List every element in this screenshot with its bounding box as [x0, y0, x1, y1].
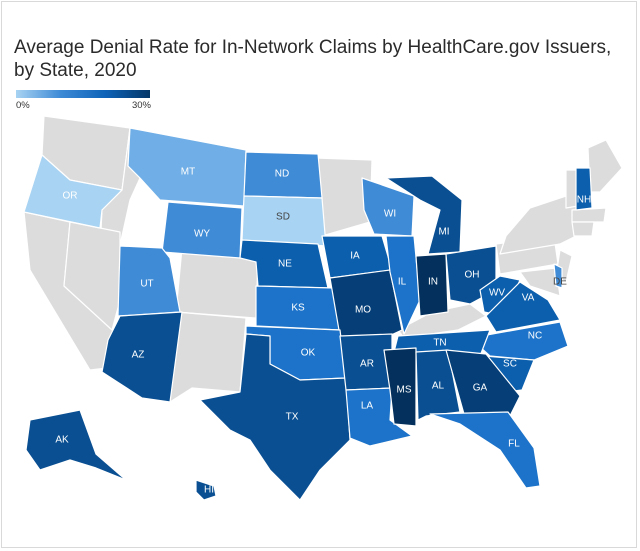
label-TN: TN — [433, 338, 446, 349]
label-HI: HI — [204, 485, 214, 496]
state-UT[interactable] — [117, 245, 181, 317]
label-AL: AL — [432, 381, 445, 392]
state-FL[interactable] — [429, 411, 541, 489]
label-LA: LA — [361, 401, 374, 412]
state-MT[interactable] — [127, 127, 247, 207]
label-AK: AK — [55, 435, 69, 446]
state-labels: OR MT ND SD WY UT WI NE IA KS MO IL IN M… — [55, 167, 591, 496]
label-NC: NC — [528, 331, 542, 342]
label-AZ: AZ — [132, 350, 145, 361]
legend-gradient-bar — [16, 90, 150, 98]
legend-min-label: 0% — [16, 100, 30, 111]
state-DE[interactable] — [553, 263, 563, 289]
label-DE: DE — [553, 277, 567, 288]
label-WY: WY — [194, 229, 210, 240]
state-MS[interactable] — [383, 347, 417, 427]
label-MI: MI — [438, 227, 449, 238]
state-NH[interactable] — [575, 167, 593, 211]
color-legend: 0% 30% — [16, 90, 151, 112]
map-title: Average Denial Rate for In-Network Claim… — [14, 37, 612, 81]
state-GA[interactable] — [445, 349, 521, 421]
label-MS: MS — [397, 385, 412, 396]
state-MD[interactable] — [519, 267, 561, 297]
label-WV: WV — [489, 288, 505, 299]
label-MT: MT — [181, 167, 195, 178]
state-MA[interactable] — [571, 207, 607, 223]
label-FL: FL — [508, 439, 520, 450]
state-NC[interactable] — [469, 321, 569, 361]
state-IL[interactable] — [385, 235, 421, 335]
state-NM[interactable] — [169, 311, 247, 403]
label-OH: OH — [465, 270, 480, 281]
label-SD: SD — [276, 212, 290, 223]
label-TX: TX — [286, 412, 299, 423]
label-IN: IN — [428, 277, 438, 288]
label-KS: KS — [291, 303, 305, 314]
label-UT: UT — [140, 279, 153, 290]
label-NE: NE — [278, 259, 292, 270]
label-NH: NH — [577, 195, 591, 206]
state-TX[interactable] — [199, 333, 351, 501]
state-IN[interactable] — [415, 253, 449, 317]
state-WI[interactable] — [361, 177, 415, 237]
state-MI[interactable] — [385, 175, 463, 255]
label-IA: IA — [350, 251, 360, 262]
label-VA: VA — [522, 293, 535, 304]
label-OK: OK — [301, 348, 316, 359]
label-SC: SC — [503, 359, 517, 370]
label-WI: WI — [384, 209, 396, 220]
label-IL: IL — [398, 277, 407, 288]
state-AZ[interactable] — [101, 311, 183, 403]
state-CT[interactable] — [571, 221, 595, 237]
state-HI[interactable] — [195, 479, 217, 501]
label-ND: ND — [275, 169, 289, 180]
label-MO: MO — [355, 305, 371, 316]
state-AK[interactable] — [25, 409, 127, 481]
data-states — [23, 127, 593, 501]
state-OR[interactable] — [23, 154, 123, 229]
legend-max-label: 30% — [131, 100, 151, 111]
label-OR: OR — [63, 191, 78, 202]
state-VA[interactable] — [485, 281, 561, 333]
label-AR: AR — [360, 359, 374, 370]
label-GA: GA — [473, 383, 488, 394]
state-NV[interactable] — [63, 221, 121, 331]
state-ME[interactable] — [587, 139, 623, 193]
